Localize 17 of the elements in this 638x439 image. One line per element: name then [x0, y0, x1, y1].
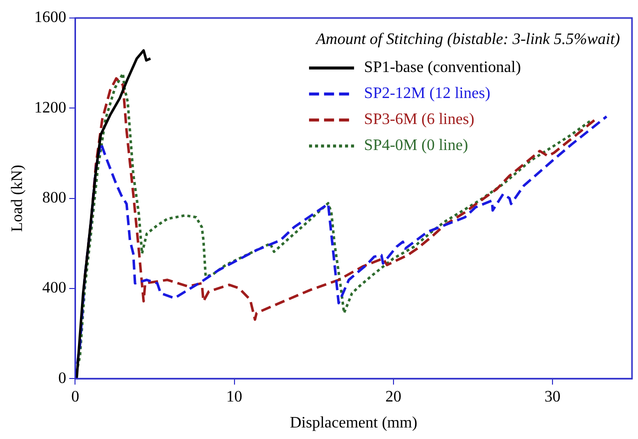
legend-label: SP1-base (conventional)	[364, 59, 521, 76]
y-tick-label: 800	[42, 190, 66, 207]
y-axis-title: Load (kN)	[8, 164, 26, 232]
line-series	[83, 77, 597, 321]
x-axis-title: Displacement (mm)	[290, 414, 418, 432]
x-tick-label: 20	[385, 388, 402, 406]
legend-label: SP2-12M (12 lines)	[364, 85, 490, 102]
legend-label: SP4-0M (0 line)	[364, 137, 468, 154]
y-tick-label: 1200	[34, 99, 66, 116]
legend-title: Amount of Stitching (bistable: 3-link 5.5%wait)	[315, 31, 620, 48]
y-tick-label: 1600	[34, 9, 66, 26]
legend-label: SP3-6M (6 lines)	[364, 111, 474, 128]
x-tick-label: 0	[71, 388, 80, 406]
y-tick-label: 0	[58, 370, 66, 387]
y-tick-label: 400	[42, 280, 66, 297]
x-tick-label: 30	[544, 388, 560, 406]
x-tick-label: 10	[226, 388, 242, 406]
